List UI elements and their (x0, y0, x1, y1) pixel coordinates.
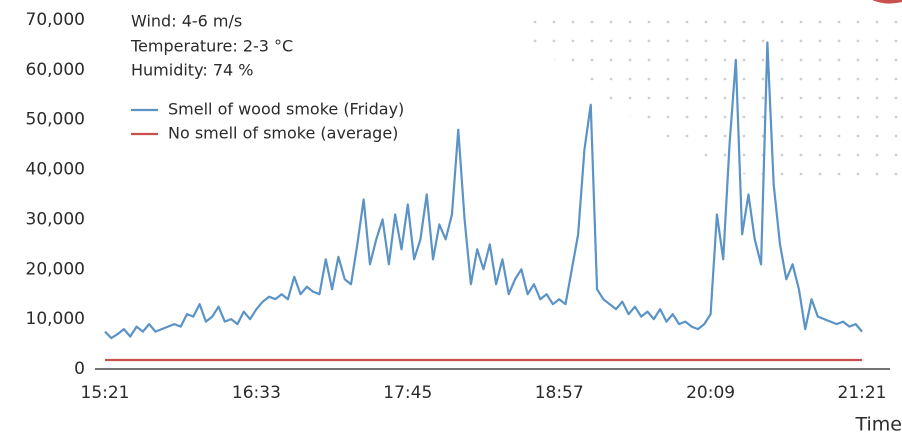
x-tick-label: 15:21 (81, 383, 130, 403)
x-axis-label: Time (855, 414, 902, 435)
y-tick-label: 70,000 (26, 10, 85, 30)
y-tick-label: 0 (74, 359, 85, 379)
annotation: Wind: 4-6 m/s (131, 12, 242, 31)
series-line (104, 41, 863, 340)
dot-pattern (530, 8, 900, 180)
y-tick-label: 50,000 (26, 110, 85, 130)
legend-label: No smell of smoke (average) (168, 124, 398, 143)
y-tick-label: 10,000 (26, 309, 85, 329)
x-tick-label: 20:09 (686, 383, 735, 403)
annotation: Temperature: 2-3 °C (130, 37, 293, 56)
corner-accent (872, 0, 902, 4)
y-tick-label: 30,000 (26, 209, 85, 229)
y-tick-label: 20,000 (26, 259, 85, 279)
plot-area: 0 10,000 20,000 30,000 40,000 50,000 60,000 70,… (26, 10, 890, 403)
annotation: Humidity: 74 % (131, 61, 254, 80)
y-tick-label: 40,000 (26, 160, 85, 180)
legend-label: Smell of wood smoke (Friday) (168, 100, 404, 119)
x-tick-label: 16:33 (232, 383, 281, 403)
x-tick-label: 21:21 (838, 383, 887, 403)
x-tick-label: 18:57 (535, 383, 584, 403)
y-tick-label: 60,000 (26, 60, 85, 80)
x-tick-label: 17:45 (383, 383, 432, 403)
